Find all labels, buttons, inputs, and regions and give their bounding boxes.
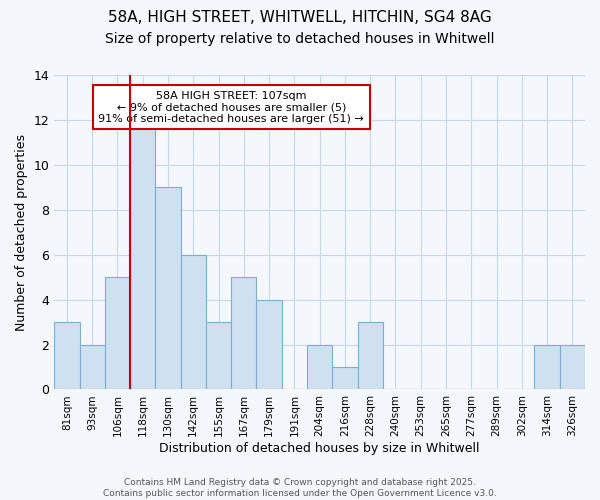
Bar xyxy=(155,188,181,390)
X-axis label: Distribution of detached houses by size in Whitwell: Distribution of detached houses by size … xyxy=(160,442,480,455)
Y-axis label: Number of detached properties: Number of detached properties xyxy=(15,134,28,330)
Text: Size of property relative to detached houses in Whitwell: Size of property relative to detached ho… xyxy=(105,32,495,46)
Bar xyxy=(130,120,155,390)
Bar xyxy=(560,344,585,390)
Bar xyxy=(256,300,282,390)
Bar xyxy=(80,344,105,390)
Bar xyxy=(535,344,560,390)
Bar xyxy=(54,322,80,390)
Bar xyxy=(358,322,383,390)
Bar xyxy=(307,344,332,390)
Text: Contains HM Land Registry data © Crown copyright and database right 2025.
Contai: Contains HM Land Registry data © Crown c… xyxy=(103,478,497,498)
Bar xyxy=(181,254,206,390)
Text: 58A HIGH STREET: 107sqm
← 9% of detached houses are smaller (5)
91% of semi-deta: 58A HIGH STREET: 107sqm ← 9% of detached… xyxy=(98,90,364,124)
Text: 58A, HIGH STREET, WHITWELL, HITCHIN, SG4 8AG: 58A, HIGH STREET, WHITWELL, HITCHIN, SG4… xyxy=(108,10,492,25)
Bar xyxy=(332,367,358,390)
Bar xyxy=(105,277,130,390)
Bar xyxy=(231,277,256,390)
Bar xyxy=(206,322,231,390)
